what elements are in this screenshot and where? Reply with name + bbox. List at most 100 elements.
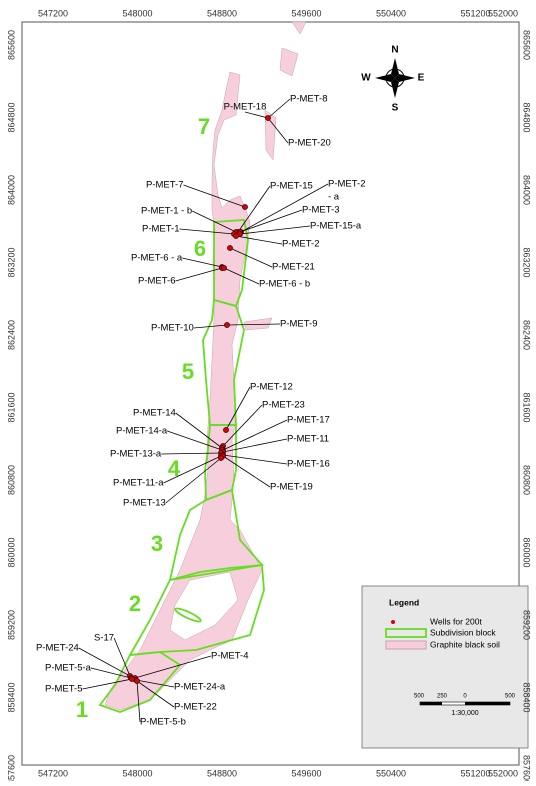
y-coord-label: 859200 <box>6 610 16 640</box>
well-label: P-MET-21 <box>272 262 315 273</box>
well-label: - a <box>328 192 340 203</box>
well-label: P-MET-13 <box>123 498 166 509</box>
legend-title: Legend <box>389 597 419 607</box>
leader-line <box>183 184 246 208</box>
x-coord-label: 548000 <box>122 8 152 18</box>
scale-bar-segment <box>420 702 442 705</box>
scale-bar-segment <box>465 702 510 705</box>
well-label: P-MET-14-a <box>116 426 168 437</box>
leader-line <box>240 183 329 233</box>
well-label: P-MET-20 <box>288 138 331 149</box>
x-coord-label: 549600 <box>291 768 321 778</box>
y-coord-label: 857600 <box>522 755 532 781</box>
leader-line <box>135 679 175 688</box>
y-coord-label: 863200 <box>522 247 532 277</box>
leader-line <box>222 404 263 447</box>
well-point <box>233 233 239 239</box>
block-number: 1 <box>76 697 88 722</box>
well-label: P-MET-5 <box>45 684 82 695</box>
leader-line <box>222 419 288 451</box>
block-number: 5 <box>182 359 194 384</box>
well-label: P-MET-2 <box>282 239 319 250</box>
x-coord-label: 548000 <box>122 768 152 778</box>
well-label: S-17 <box>94 633 114 644</box>
well-label: P-MET-12 <box>250 382 293 393</box>
leader-line <box>136 680 175 708</box>
y-coord-label: 862400 <box>6 320 16 350</box>
x-coord-label: 549600 <box>291 8 321 18</box>
leader-line <box>167 430 223 451</box>
leader-line <box>175 412 223 449</box>
x-coord-label: 548800 <box>207 8 237 18</box>
x-coord-label: 552000 <box>488 768 518 778</box>
scale-label: 500 <box>414 694 425 700</box>
y-coord-label: 859200 <box>522 610 532 640</box>
leader-line <box>244 111 269 119</box>
west-label: W <box>361 73 371 84</box>
well-point <box>218 455 224 461</box>
well-label: P-MET-1 <box>142 224 179 235</box>
leader-line <box>239 225 311 235</box>
non-graphite-area <box>169 571 239 641</box>
well-label: P-MET-15-a <box>310 221 362 232</box>
well-point <box>221 265 227 271</box>
x-coord-label: 551200 <box>460 768 490 778</box>
leader-line <box>267 98 291 119</box>
y-coord-label: 865600 <box>6 30 16 60</box>
south-label: S <box>392 103 399 114</box>
well-label: P-MET-6 - b <box>259 279 310 290</box>
leader-line <box>237 185 271 233</box>
north-arrow: N S E W <box>361 45 424 114</box>
y-coord-label: 858400 <box>6 682 16 712</box>
block-number: 6 <box>194 236 206 261</box>
well-label: P-MET-10 <box>151 323 194 334</box>
well-point <box>129 676 135 682</box>
well-label: P-MET-5-b <box>140 717 186 728</box>
leader-line <box>78 647 131 677</box>
well-label: P-MET-1 - b <box>141 206 192 217</box>
y-coord-label: 861600 <box>6 392 16 422</box>
east-label: E <box>418 73 425 84</box>
leader-line <box>223 267 260 285</box>
legend-item: Subdivision block <box>430 627 496 637</box>
well-label: P-MET-11-a <box>113 478 164 489</box>
well-label: P-MET-3 <box>302 205 339 216</box>
leader-line <box>134 655 212 679</box>
well-label: P-MET-19 <box>270 482 313 493</box>
block-number: 2 <box>129 591 141 616</box>
leader-line <box>222 455 271 488</box>
legend-item: Wells for 200t <box>430 616 482 626</box>
well-label: P-MET-22 <box>174 702 217 713</box>
well-label: P-MET-4 <box>211 651 248 662</box>
legend-soil-symbol <box>385 640 427 650</box>
legend: Legend Wells for 200t Subdivision block … <box>361 585 529 749</box>
leader-line <box>229 247 273 268</box>
y-coord-label: 860800 <box>522 465 532 495</box>
well-point <box>223 427 229 433</box>
well-point <box>227 245 233 251</box>
leader-line <box>267 117 289 144</box>
leader-line <box>222 454 288 465</box>
scale-label: 0 <box>463 694 467 700</box>
leader-line <box>225 386 251 431</box>
well-label: P-MET-17 <box>287 415 330 426</box>
x-coord-label: 550400 <box>376 8 406 18</box>
block-number: 4 <box>168 456 181 481</box>
well-label: P-MET-11 <box>287 434 329 445</box>
y-coord-label: 861600 <box>522 392 532 422</box>
leader-lines <box>78 98 329 723</box>
legend-item: Graphite black soil <box>430 639 500 649</box>
leader-line <box>235 235 283 245</box>
well-label: P-MET-14 <box>133 408 176 419</box>
leader-line <box>222 438 288 453</box>
y-coord-label: 860800 <box>6 465 16 495</box>
leader-line <box>193 324 228 329</box>
legend-box <box>361 585 529 749</box>
block-number: 3 <box>151 531 163 556</box>
well-label: P-MET-6 - a <box>131 253 183 264</box>
scale-ratio: 1:30,000 <box>451 710 478 717</box>
x-coord-label: 547200 <box>38 768 68 778</box>
well-label: P-MET-23 <box>262 400 305 411</box>
y-coord-label: 865600 <box>522 30 532 60</box>
